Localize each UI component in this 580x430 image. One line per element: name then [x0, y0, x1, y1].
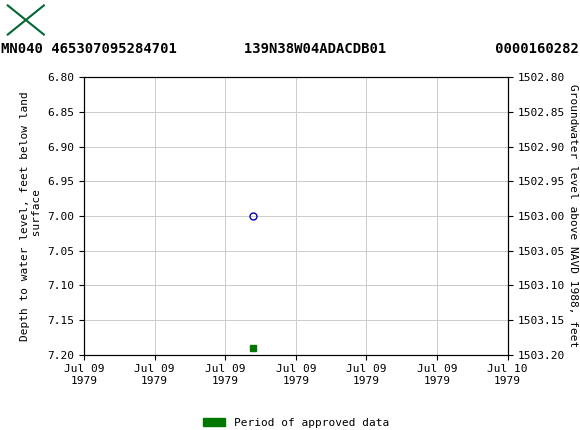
Y-axis label: Depth to water level, feet below land
 surface: Depth to water level, feet below land su…	[20, 91, 42, 341]
Y-axis label: Groundwater level above NAVD 1988, feet: Groundwater level above NAVD 1988, feet	[568, 84, 578, 348]
Text: USGS: USGS	[49, 11, 104, 29]
Legend: Period of approved data: Period of approved data	[198, 414, 393, 430]
Bar	[7, 5, 45, 35]
Text: MN040 465307095284701        139N38W04ADACDB01             0000160282: MN040 465307095284701 139N38W04ADACDB01 …	[1, 42, 579, 56]
